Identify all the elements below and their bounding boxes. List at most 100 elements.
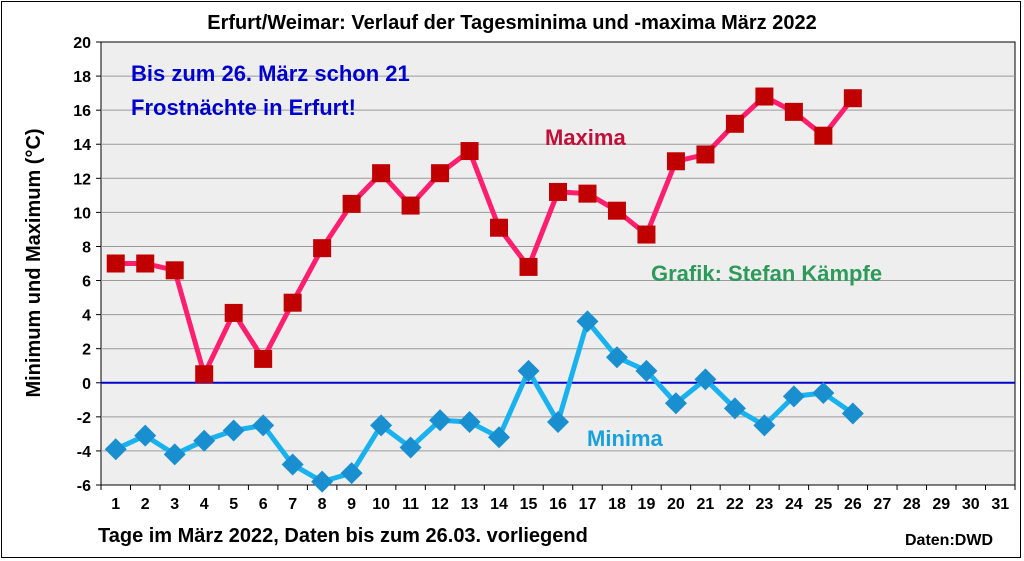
x-tick-label: 30 xyxy=(962,496,980,513)
minima-label: Minima xyxy=(587,426,664,451)
min-point xyxy=(429,409,452,432)
y-tick-label: -4 xyxy=(77,444,91,461)
series-layer xyxy=(104,87,864,493)
max-point xyxy=(283,293,302,312)
min-point xyxy=(370,414,393,437)
x-tick-label: 4 xyxy=(200,496,209,513)
y-tick-label: 6 xyxy=(82,274,91,291)
min-point xyxy=(841,402,864,425)
x-tick-label: 16 xyxy=(549,496,567,513)
max-point xyxy=(106,254,125,273)
min-point xyxy=(576,310,599,333)
x-tick-label: 6 xyxy=(259,496,268,513)
x-tick-label: 17 xyxy=(579,496,597,513)
max-point xyxy=(843,89,862,108)
x-tick-label: 15 xyxy=(520,496,538,513)
min-point xyxy=(134,424,157,447)
x-tick-label: 13 xyxy=(461,496,479,513)
min-point xyxy=(812,381,835,404)
x-axis-label: Tage im März 2022, Daten bis zum 26.03. … xyxy=(98,525,588,547)
x-tick-label: 7 xyxy=(288,496,297,513)
max-point xyxy=(490,218,509,237)
x-tick-label: 10 xyxy=(372,496,390,513)
x-tick-label: 26 xyxy=(844,496,862,513)
x-tick-label: 19 xyxy=(638,496,656,513)
min-point xyxy=(193,429,216,452)
y-tick-label: 18 xyxy=(73,69,91,86)
y-tick-label: 0 xyxy=(82,376,91,393)
maxima-label: Maxima xyxy=(545,125,626,150)
min-point xyxy=(458,410,481,433)
x-tick-label: 11 xyxy=(402,496,419,513)
max-point xyxy=(725,114,744,133)
x-tick-label: 25 xyxy=(814,496,832,513)
max-point xyxy=(755,87,774,106)
x-tick-label: 9 xyxy=(347,496,356,513)
y-tick-label: 20 xyxy=(73,35,91,52)
y-tick-labels: -6 -4 -2 0 2 4 6 8 10 12 14 16 18 20 xyxy=(73,35,91,495)
max-point xyxy=(342,194,361,213)
y-tick-label: 2 xyxy=(82,342,91,359)
x-tick-label: 23 xyxy=(755,496,773,513)
min-point xyxy=(723,397,746,420)
x-tick-label: 5 xyxy=(229,496,238,513)
chart-title: Erfurt/Weimar: Verlauf der Tagesminima u… xyxy=(207,12,816,34)
min-point xyxy=(635,359,658,382)
min-point xyxy=(311,470,334,493)
min-point xyxy=(694,368,717,391)
max-point xyxy=(549,182,567,201)
max-point xyxy=(607,201,626,220)
x-tick-label: 29 xyxy=(932,496,950,513)
max-point xyxy=(666,152,685,171)
min-point xyxy=(517,359,540,382)
x-tick-label: 24 xyxy=(785,496,803,513)
x-tick-label: 8 xyxy=(318,496,327,513)
y-tick-label: -6 xyxy=(77,478,91,495)
credit-label: Grafik: Stefan Kämpfe xyxy=(651,261,882,286)
x-tick-label: 22 xyxy=(726,496,744,513)
x-tick-label: 20 xyxy=(667,496,685,513)
x-tick-label: 14 xyxy=(490,496,508,513)
max-point xyxy=(401,196,420,215)
max-point xyxy=(637,225,656,244)
y-tick-label: 10 xyxy=(73,205,91,222)
min-point xyxy=(222,419,245,442)
series-minima xyxy=(104,310,864,493)
min-point xyxy=(104,438,127,461)
min-point xyxy=(605,346,628,369)
y-tick-label: -2 xyxy=(77,410,91,427)
max-point xyxy=(372,164,391,183)
max-point xyxy=(784,102,803,121)
max-point xyxy=(814,126,833,145)
x-tick-label: 1 xyxy=(111,496,120,513)
x-tick-labels: 1 2 3 4 5 6 7 8 9 10 11 12 13 14 15 16 17 18 19 20 21 22 23 24 2… xyxy=(111,496,1009,513)
min-point xyxy=(782,385,805,408)
x-tick-label: 3 xyxy=(170,496,179,513)
x-tick-label: 21 xyxy=(697,496,715,513)
frost-note-line1: Bis zum 26. März schon 21 xyxy=(131,61,410,86)
frost-note-line2: Frostnächte in Erfurt! xyxy=(131,95,356,120)
min-point xyxy=(163,443,186,466)
max-point xyxy=(578,184,597,203)
min-point xyxy=(281,453,304,476)
max-point xyxy=(224,303,243,322)
max-point xyxy=(165,261,184,280)
max-point xyxy=(696,145,715,164)
x-tick-label: 31 xyxy=(991,496,1009,513)
x-tick-label: 12 xyxy=(431,496,449,513)
series-maxima xyxy=(106,87,862,384)
x-tick-label: 27 xyxy=(873,496,891,513)
min-point xyxy=(664,392,687,415)
min-point xyxy=(399,436,422,459)
x-tick-label: 18 xyxy=(608,496,626,513)
min-point xyxy=(753,414,776,437)
min-point xyxy=(340,462,363,485)
y-tick-label: 12 xyxy=(73,171,91,188)
y-tick-label: 16 xyxy=(73,103,91,120)
y-axis-label: Minimum und Maximum (°C) xyxy=(23,128,45,397)
max-point xyxy=(431,164,450,183)
min-point xyxy=(547,410,569,433)
min-point xyxy=(252,414,275,437)
max-point xyxy=(195,365,214,384)
